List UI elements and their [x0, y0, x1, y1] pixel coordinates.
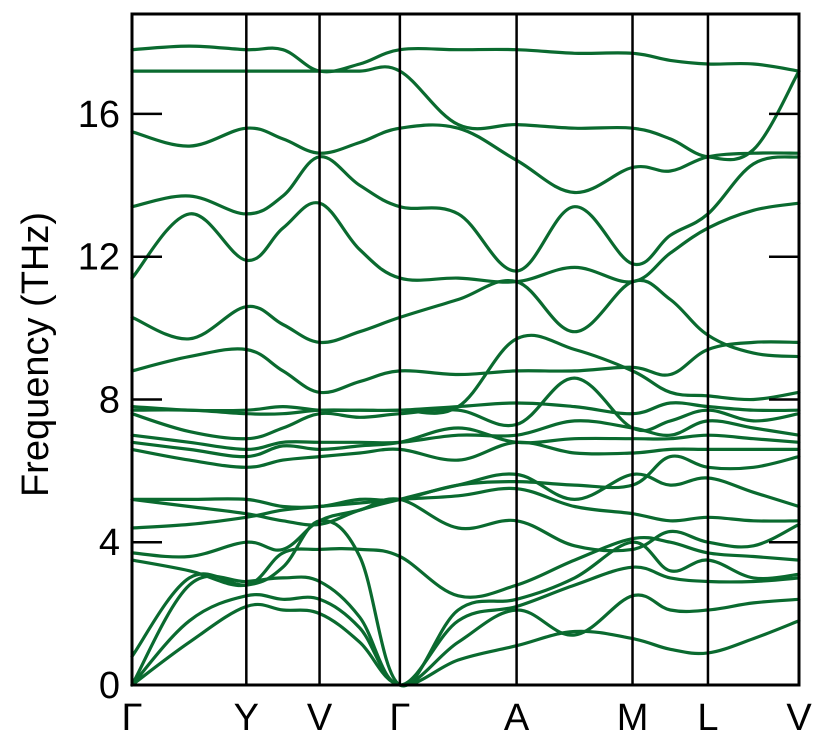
kpoint-label: Y [234, 697, 259, 739]
band-20 [130, 123, 801, 195]
kpoint-label: L [697, 697, 718, 739]
band-13 [130, 376, 801, 441]
band-19 [130, 155, 801, 273]
band-7 [130, 486, 801, 530]
band-16 [130, 340, 801, 395]
y-axis-label: Frequency (THz) [15, 212, 57, 497]
band-9 [130, 454, 801, 510]
band-17 [130, 278, 801, 359]
band-6 [130, 497, 801, 559]
y-tick-label: 12 [78, 237, 120, 279]
kpoint-label: M [617, 697, 649, 739]
band-lines [130, 44, 801, 688]
band-2 [130, 593, 801, 687]
plot-frame [130, 12, 801, 687]
band-4 [130, 518, 801, 688]
y-axis-ticks: 0 4 8 12 16 [78, 94, 799, 707]
band-10 [130, 440, 801, 469]
y-tick-label: 0 [99, 665, 120, 707]
kpoint-label: V [307, 697, 333, 739]
band-5 [130, 535, 801, 599]
band-1 [130, 602, 801, 687]
kpoint-label: Γ [389, 697, 410, 739]
y-tick-label: 8 [99, 379, 120, 421]
kpoint-label: V [786, 697, 812, 739]
y-tick-label: 16 [78, 94, 120, 136]
band-15 [130, 333, 801, 415]
kpoint-dividers [245, 14, 710, 685]
band-22 [130, 44, 801, 74]
band-11 [130, 426, 801, 459]
kpoint-label: Γ [122, 697, 143, 739]
band-12 [130, 419, 801, 451]
band-21 [130, 65, 801, 162]
kpoint-label: A [504, 697, 530, 739]
y-tick-label: 4 [99, 522, 120, 564]
band-18 [130, 201, 801, 284]
